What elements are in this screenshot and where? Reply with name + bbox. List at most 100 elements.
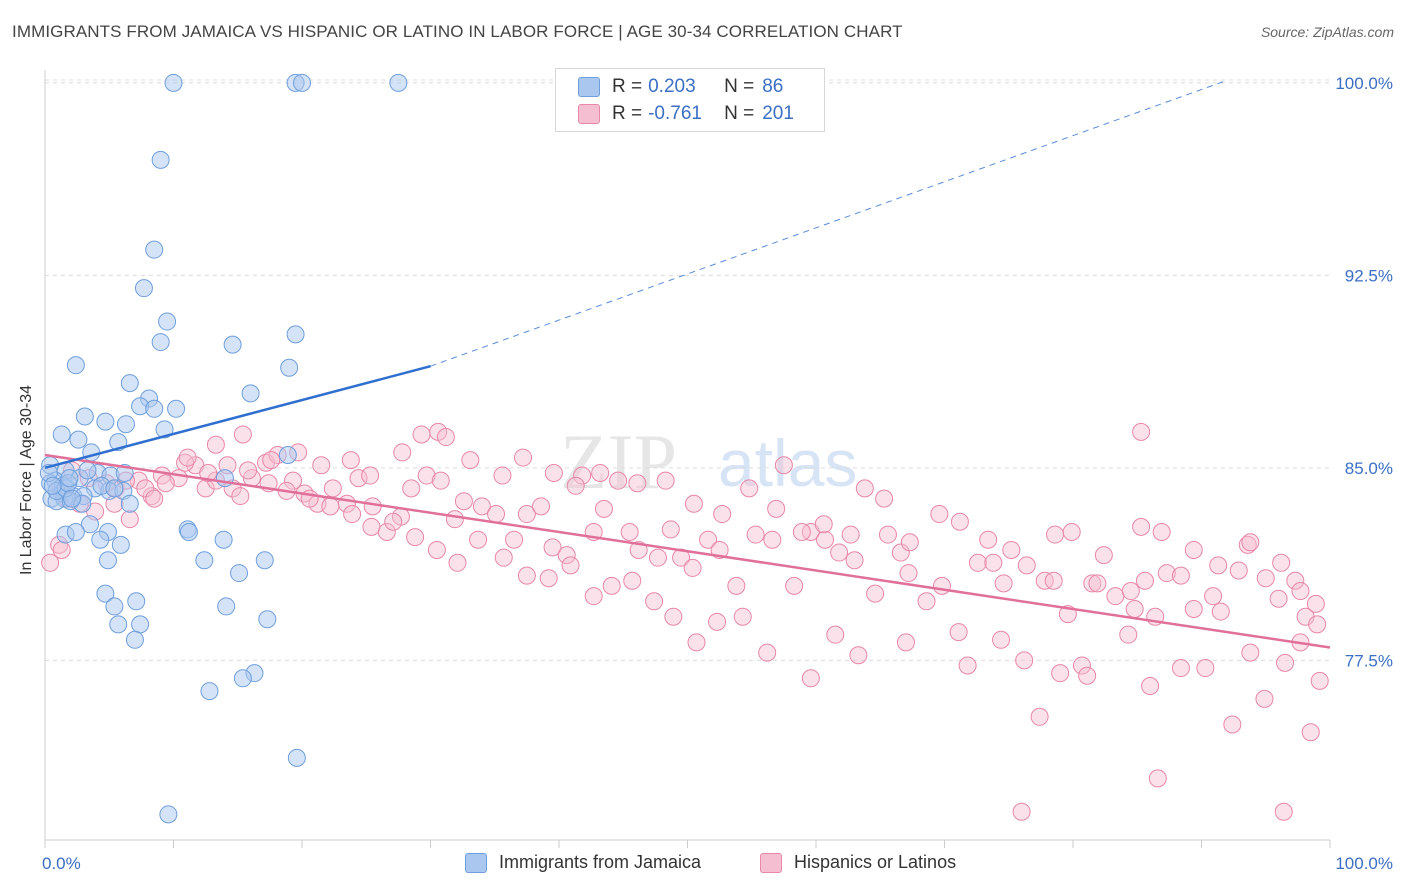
hispanics-point (341, 451, 360, 470)
hispanics-point (1119, 625, 1138, 644)
hispanics-point (1184, 540, 1203, 559)
hispanics-point (262, 451, 281, 470)
legend-n-value: 201 (762, 103, 794, 124)
jamaica-point (145, 399, 164, 418)
hispanics-point (1094, 546, 1113, 565)
jamaica-point (195, 551, 214, 570)
legend-n-value: 86 (762, 76, 784, 97)
legend-n-label: N = (724, 103, 755, 124)
hispanics-point (683, 558, 702, 577)
hispanics-point (1015, 651, 1034, 670)
jamaica-point (105, 479, 124, 498)
hispanics-point (393, 443, 412, 462)
hispanics-point (746, 525, 765, 544)
hispanics-point (233, 425, 252, 444)
hispanics-point (494, 548, 513, 567)
hispanics-point (687, 633, 706, 652)
jamaica-point (125, 630, 144, 649)
hispanics-point (561, 556, 580, 575)
hispanics-point (866, 584, 885, 603)
source-label: Source: ZipAtlas.com (1260, 24, 1394, 40)
hispanics-point (1256, 569, 1275, 588)
jamaica-trendline-extension (430, 79, 1228, 367)
hispanics-point (930, 505, 949, 524)
hispanics-point (321, 497, 340, 516)
jamaica-point (66, 523, 85, 541)
hispanics-point (896, 633, 915, 652)
hispanics-point (178, 448, 197, 467)
hispanics-point (142, 487, 161, 506)
jamaica-point (120, 494, 139, 513)
hispanics-point (849, 646, 868, 665)
hispanics-point (461, 451, 480, 470)
jamaica-point (134, 279, 153, 298)
jamaica-point (62, 489, 81, 508)
hispanics-point (343, 505, 362, 524)
hispanics-point (1030, 707, 1049, 726)
hispanics-point (620, 523, 639, 541)
hispanics-point (573, 466, 592, 485)
hispanics-point (284, 471, 303, 490)
hispanics-point (384, 512, 403, 531)
watermark-zip: ZIP (560, 418, 677, 505)
hispanics-point (363, 497, 382, 516)
hispanics-point (594, 499, 613, 518)
hispanics-point (487, 505, 506, 524)
hispanics-point (1255, 689, 1274, 708)
hispanics-point (815, 530, 834, 549)
hispanics-point (566, 476, 585, 495)
watermark: ZIP atlas (560, 418, 857, 505)
hispanics-point (845, 551, 864, 570)
hispanics-point (445, 510, 464, 529)
hispanics-point (514, 448, 533, 467)
legend-r-label: R = (612, 103, 643, 124)
jamaica-point (233, 669, 252, 688)
hispanics-point (855, 479, 874, 498)
hispanics-point (1238, 535, 1257, 554)
hispanics-point (1196, 659, 1215, 678)
jamaica-point (69, 430, 88, 449)
hispanics-point (792, 523, 811, 541)
chart-title: IMMIGRANTS FROM JAMAICA VS HISPANIC OR L… (12, 22, 903, 41)
tick-labels: 100.0% 92.5% 85.0% 77.5% 0.0% 100.0% (42, 74, 1393, 873)
hispanics-point (584, 587, 603, 606)
hispanics-point (1072, 656, 1091, 675)
hispanics-point (402, 479, 421, 498)
hispanics-point (1157, 564, 1176, 583)
jamaica-point (230, 564, 249, 583)
bottom-legend-swatch-blue (465, 852, 487, 873)
y-tick-label: 100.0% (1335, 74, 1393, 93)
hispanics-point (505, 530, 524, 549)
hispanics-point (992, 630, 1011, 649)
jamaica-point (241, 384, 260, 403)
hispanics-point (740, 479, 759, 498)
hispanics-point (362, 517, 381, 536)
legend-swatch-blue (578, 77, 600, 97)
hispanics-point (1274, 802, 1293, 821)
hispanics-point (841, 525, 860, 544)
hispanics-point (312, 456, 331, 475)
hispanics-point (968, 553, 987, 572)
y-tick-label: 77.5% (1345, 651, 1393, 670)
hispanics-point (774, 456, 793, 475)
hispanics-point (417, 466, 436, 485)
hispanics-point (543, 538, 562, 557)
hispanics-point (994, 574, 1013, 593)
hispanics-point (713, 505, 732, 524)
hispanics-point (814, 515, 833, 534)
hispanics-point (1229, 561, 1248, 580)
hispanics-point (454, 492, 473, 511)
hispanics-point (517, 505, 536, 524)
hispanics-point (1308, 615, 1327, 634)
hispanics-point (609, 471, 628, 490)
hispanics-point (1269, 589, 1288, 608)
hispanics-point (52, 540, 71, 559)
jamaica-point (286, 325, 305, 344)
hispanics-point (891, 543, 910, 562)
hispanics-point (875, 489, 894, 508)
hispanics-point (532, 497, 551, 516)
hispanics-point (436, 428, 455, 447)
hispanics-trendline (44, 453, 1331, 649)
bottom-legend-label: Immigrants from Jamaica (499, 852, 702, 872)
